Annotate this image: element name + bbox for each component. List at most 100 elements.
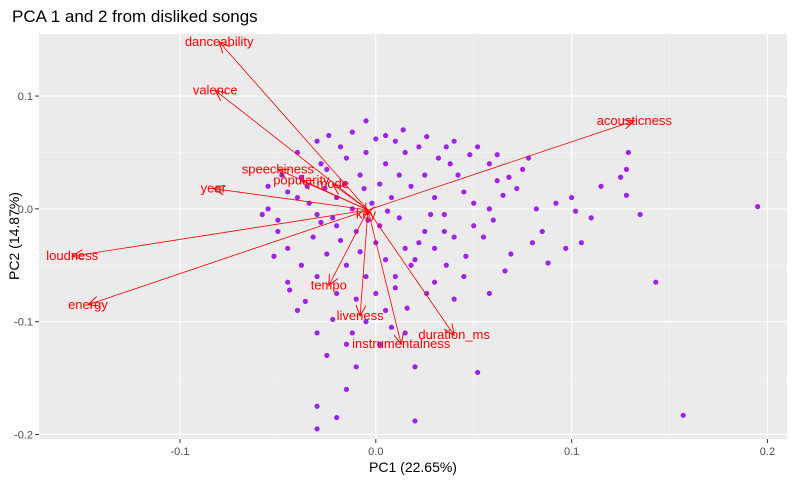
data-point: [357, 172, 363, 178]
data-point: [377, 341, 383, 347]
loading-arrow-mode: [333, 184, 369, 211]
data-point: [349, 330, 355, 336]
data-point: [617, 174, 624, 180]
data-point: [451, 234, 457, 240]
data-point: [265, 183, 271, 189]
data-point: [388, 324, 395, 330]
data-point: [461, 273, 467, 280]
data-point: [285, 189, 291, 195]
loading-label-popularity: popularity: [273, 173, 330, 188]
data-point: [637, 211, 643, 218]
data-point: [343, 262, 350, 268]
loading-label-loudness: loudness: [46, 248, 99, 263]
loading-label-instrumentalness: instrumentalness: [352, 336, 451, 351]
data-point: [455, 172, 461, 178]
data-point: [412, 257, 418, 263]
loading-arrow-liveness: [360, 209, 369, 316]
data-point: [314, 426, 320, 432]
data-point: [623, 192, 630, 198]
data-point: [382, 307, 389, 313]
y-tick-label: 0.0: [18, 204, 33, 216]
data-point: [294, 194, 301, 201]
data-point: [578, 240, 584, 246]
data-point: [553, 200, 559, 206]
data-point: [475, 369, 481, 376]
data-points: [259, 118, 761, 432]
loading-arrow-acousticness: [367, 121, 634, 211]
data-point: [361, 185, 367, 192]
data-point: [285, 245, 291, 251]
data-point: [486, 161, 492, 167]
data-point: [330, 316, 336, 323]
data-point: [349, 129, 355, 135]
data-point: [408, 183, 414, 189]
data-point: [431, 279, 438, 285]
data-point: [382, 161, 389, 167]
data-point: [486, 290, 492, 297]
data-point: [382, 132, 389, 139]
data-point: [408, 262, 414, 268]
data-point: [343, 341, 350, 347]
data-point: [363, 319, 369, 325]
data-point: [404, 305, 410, 311]
data-point: [441, 211, 447, 218]
data-point: [400, 127, 406, 133]
plot-panel: [39, 34, 787, 439]
data-point: [545, 260, 551, 266]
loading-label-mode: mode: [316, 176, 349, 191]
data-point: [625, 149, 631, 156]
data-point: [588, 215, 594, 221]
data-point: [443, 144, 449, 150]
data-point: [314, 330, 320, 336]
data-point: [392, 273, 398, 280]
data-point: [755, 204, 761, 210]
data-point: [337, 144, 344, 150]
data-point: [451, 296, 457, 302]
data-point: [416, 240, 422, 246]
data-point: [318, 219, 324, 225]
data-point: [363, 149, 369, 156]
loading-arrow-tempo: [329, 209, 369, 286]
data-point: [424, 134, 430, 140]
x-axis-title: PC1 (22.65%): [369, 459, 457, 475]
loading-arrow-instrumentalness: [367, 209, 401, 344]
data-point: [402, 245, 408, 251]
data-point: [623, 166, 630, 172]
data-point: [357, 249, 363, 255]
data-point: [653, 279, 659, 285]
y-tick-label: -0.1: [14, 317, 33, 329]
data-point: [502, 268, 508, 274]
loading-arrow-energy: [88, 209, 369, 305]
data-point: [422, 228, 428, 235]
data-point: [388, 194, 395, 201]
data-point: [569, 194, 575, 201]
loading-labels: danceability valence acousticness speechine…: [46, 34, 672, 351]
loading-label-energy: energy: [68, 297, 108, 312]
data-point: [369, 200, 375, 206]
data-point: [506, 174, 512, 180]
data-point: [287, 287, 293, 293]
data-point: [463, 253, 469, 259]
loading-label-liveness: liveness: [337, 308, 384, 323]
data-point: [598, 183, 604, 189]
data-point: [402, 330, 408, 336]
loading-label-danceability: danceability: [185, 34, 254, 49]
loading-label-year: year: [201, 181, 227, 196]
y-tick-label: 0.1: [18, 91, 33, 103]
grid-lines: [39, 34, 787, 439]
data-point: [392, 138, 398, 144]
loading-label-key: key: [356, 207, 377, 222]
axis-ticks: -0.1 0.0 0.1 0.2 -0.2 -0.1 0.0 0.1: [14, 91, 775, 458]
data-point: [494, 152, 500, 158]
data-point: [508, 251, 514, 257]
data-point: [373, 136, 379, 142]
data-point: [363, 273, 369, 280]
data-point: [435, 155, 442, 161]
loading-label-speechiness: speechiness: [242, 161, 315, 176]
data-point: [572, 208, 579, 214]
x-tick-label: 0.2: [760, 446, 775, 458]
data-point: [382, 257, 389, 263]
data-point: [533, 206, 539, 212]
data-point: [330, 215, 336, 221]
data-point: [353, 296, 359, 302]
